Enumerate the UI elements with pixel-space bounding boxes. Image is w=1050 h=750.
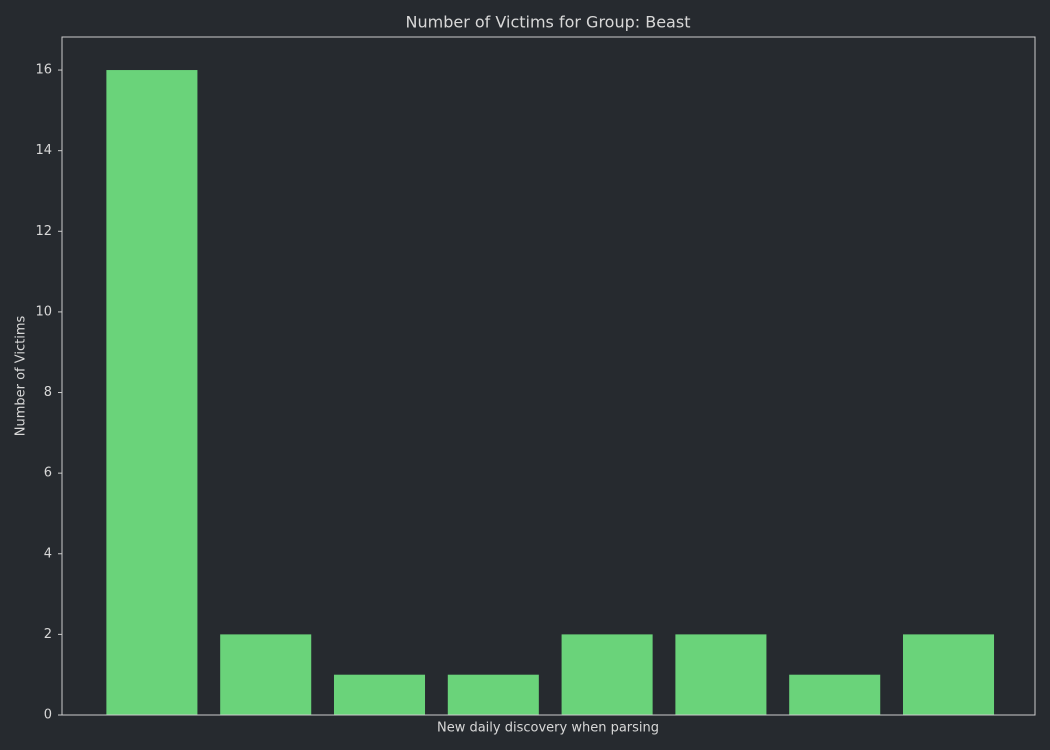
y-tick-label: 2: [44, 627, 52, 642]
bar: [675, 634, 767, 715]
bar: [106, 70, 198, 715]
y-tick-label: 12: [35, 224, 52, 239]
y-tick-label: 8: [44, 385, 52, 400]
y-tick-label: 14: [35, 143, 52, 158]
y-tick-label: 0: [44, 708, 52, 723]
y-tick-label: 16: [35, 63, 52, 78]
x-axis-label: New daily discovery when parsing: [437, 721, 659, 736]
bar: [561, 634, 653, 715]
y-tick-label: 10: [35, 304, 52, 319]
bar: [902, 634, 995, 715]
plot-frame: [61, 36, 1036, 716]
bar: [447, 674, 539, 715]
bar: [333, 674, 426, 715]
bar: [789, 674, 881, 715]
y-tick-label: 6: [44, 466, 52, 481]
chart-title: Number of Victims for Group: Beast: [406, 13, 691, 32]
bar: [220, 634, 312, 715]
y-tick-label: 4: [44, 546, 52, 561]
y-axis-label: Number of Victims: [14, 316, 29, 437]
